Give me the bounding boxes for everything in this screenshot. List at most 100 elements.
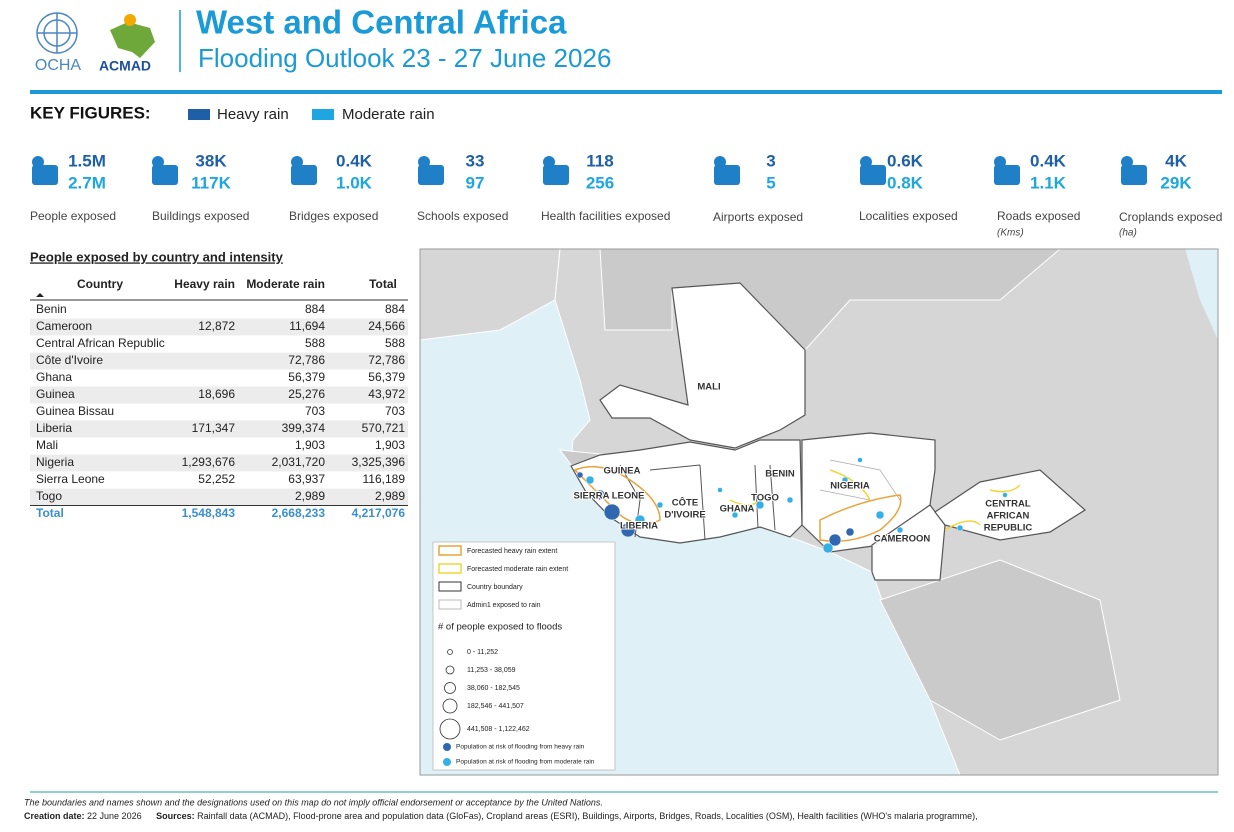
legend-label: Population at risk of flooding from heav… [456,744,585,751]
cell: 25,276 [288,387,325,401]
moderate-figure: 1.1K [1030,173,1067,192]
cell: 570,721 [362,421,406,435]
cell: 12,872 [198,319,235,333]
column-header: Country [77,277,123,291]
moderate-figure: 2.7M [68,173,106,192]
legend-label: Heavy rain [217,106,289,123]
moderate-figure: 97 [466,173,485,192]
row-shade [30,488,408,506]
icon [418,156,444,185]
logo-text: ACMAD [99,58,151,74]
cell: Ghana [36,370,72,384]
cell: 399,374 [282,421,326,435]
figure-label: Roads exposed [997,209,1080,223]
row-shade [30,420,408,438]
icon-shape [1121,165,1147,185]
cell: 1,903 [295,438,325,452]
country-label: REPUBLIC [984,523,1033,534]
cell: 703 [305,404,325,418]
country-label: MALI [697,382,720,393]
cell: Cameroon [36,319,92,333]
cell: 63,937 [288,472,325,486]
icon-shape [994,165,1020,185]
cell: Guinea Bissau [36,404,114,418]
country-label: GUINEA [604,466,641,477]
legend-label: Admin1 exposed to rain [467,602,541,609]
country-label: GHANA [720,504,755,515]
header-rule [30,90,1222,94]
country-label: NIGERIA [830,481,870,492]
legend-label: Moderate rain [342,106,435,123]
cell: Mali [36,438,58,452]
icon-shape [418,165,444,185]
icon-shape [714,156,726,168]
icon-shape [32,156,44,168]
sources: Rainfall data (ACMAD), Flood-prone area … [197,811,978,821]
icon [714,156,740,185]
legend-label: Country boundary [467,584,523,591]
creation-label: Creation date: [24,811,85,821]
creation-date: 22 June 2026 [87,811,142,821]
moderate-figure: 29K [1160,173,1192,192]
table: Country Heavy rain Moderate rain Total Benin… [30,277,408,520]
cell: Guinea [36,387,75,401]
heavy-figure: 38K [195,151,227,170]
column-header: Moderate rain [246,277,325,291]
icon-shape [291,165,317,185]
moderate-figure: 0.8K [887,173,924,192]
icon-shape [152,156,164,168]
figure-label: Airports exposed [713,210,803,224]
cell: 1,293,676 [182,455,236,469]
country-label: D'IVOIRE [664,510,705,521]
cell: Nigeria [36,455,74,469]
country-label: CENTRAL [985,499,1031,510]
key-figures: 1.5M 2.7M People exposed 38K 117K Buildings e… [30,151,1222,238]
acmad-logo-emblem [110,14,155,58]
legend-label: 182,546 - 441,507 [467,703,524,710]
cell: 11,694 [289,319,325,333]
heavy-figure: 1.5M [68,151,106,170]
legend-label: Forecasted heavy rain extent [467,548,557,555]
country-label: LIBERIA [620,521,658,532]
sources-label: Sources: [156,811,195,821]
moderate-figure: 117K [191,173,231,192]
legend-label: Forecasted moderate rain extent [467,566,568,573]
legend-swatch [312,109,334,120]
moderate-figure: 1.0K [336,173,373,192]
row-shade [30,386,408,404]
cell: 884 [385,302,405,316]
figure-label: Croplands exposed [1119,210,1222,224]
icon-shape [543,156,555,168]
total-cell: 2,668,233 [272,506,326,520]
column-header: Total [369,277,397,291]
icon-shape [418,156,430,168]
figure-label: Schools exposed [417,209,508,223]
row-shade [30,318,408,336]
cell: Sierra Leone [36,472,105,486]
cell: 2,989 [295,489,325,503]
cell: Côte d'Ivoire [36,353,103,367]
cell: 884 [305,302,325,316]
legend-heading: # of people exposed to floods [438,622,562,633]
row-shade [30,454,408,472]
icon-shape [291,156,303,168]
cell: 2,989 [375,489,405,503]
title: West and Central Africa [196,4,567,41]
subtitle: Flooding Outlook 23 - 27 June 2026 [198,43,611,73]
cell: 56,379 [288,370,325,384]
figure-label: Health facilities exposed [541,209,670,223]
cell: Central African Republic [36,336,165,350]
legend-label: 11,253 - 38,059 [467,667,516,674]
cell: 588 [385,336,405,350]
legend-label: 0 - 11,252 [467,649,498,656]
icon-shape [152,165,178,185]
cell: 18,696 [198,387,235,401]
icon [291,156,317,185]
cell: 56,379 [368,370,405,384]
legend-label: 38,060 - 182,545 [467,685,520,692]
cell: 116,189 [363,472,406,486]
legend-swatch [188,109,210,120]
heavy-figure: 0.4K [1030,151,1067,170]
